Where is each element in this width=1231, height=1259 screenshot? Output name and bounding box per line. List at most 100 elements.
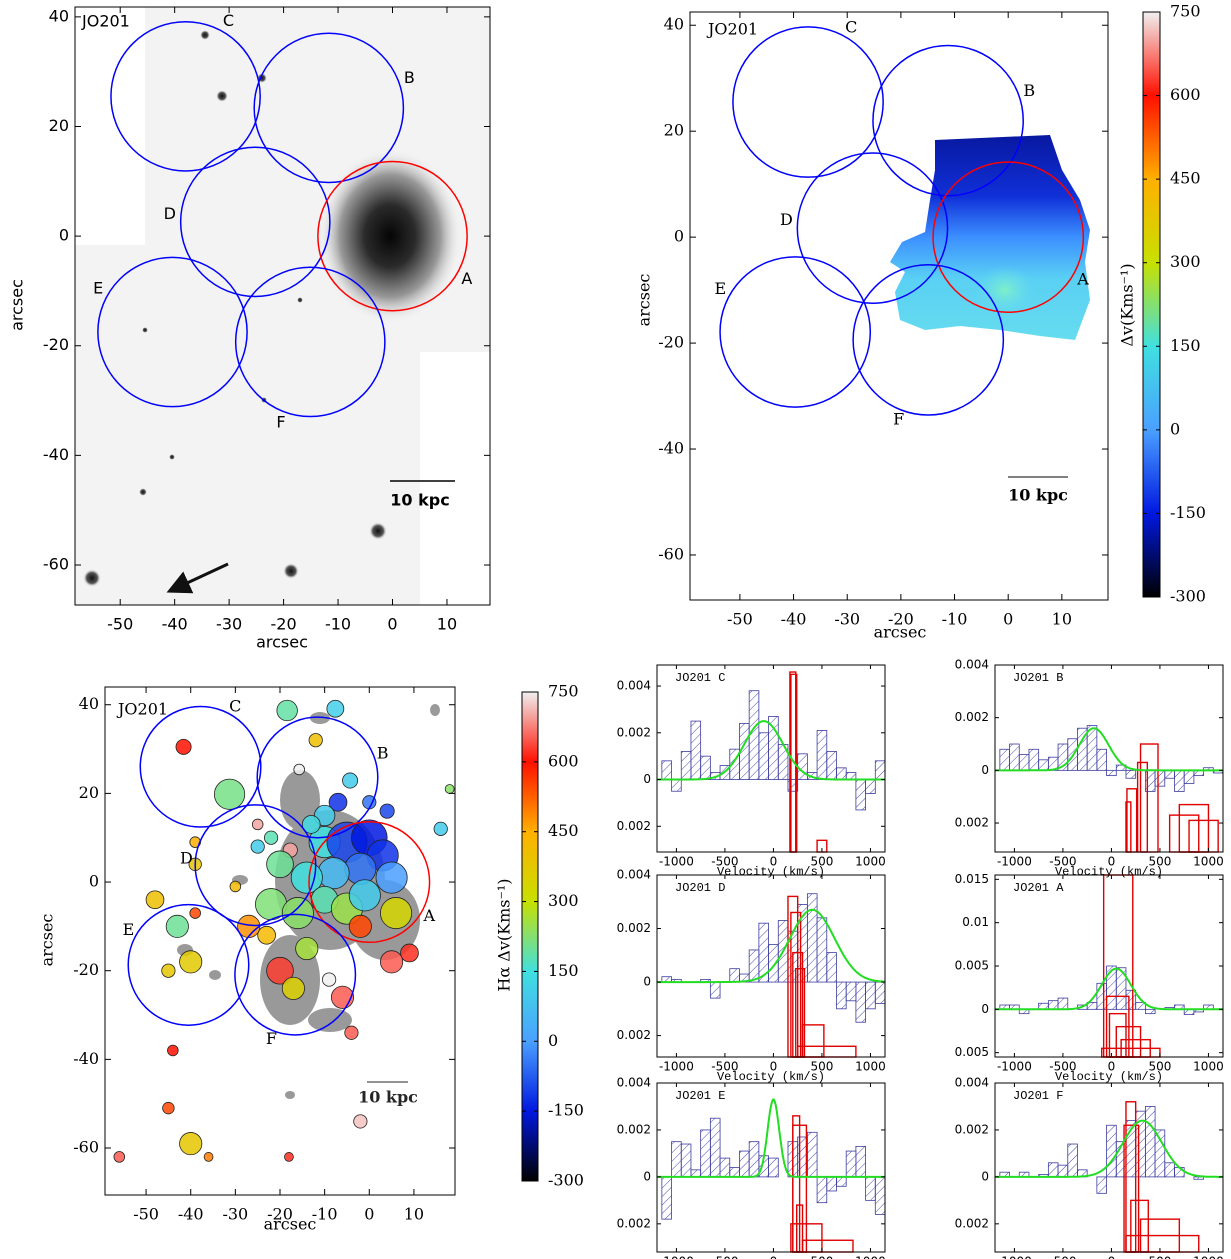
x-tick-label: -20 [888,610,914,629]
y-tick-label: -60 [658,544,684,563]
x-tick-label: -20 [271,615,297,634]
x-tick-label: 10 [437,615,457,634]
histogram-bar [739,1150,750,1178]
colorbar-tick-label: 150 [548,961,579,980]
histogram-bar [768,716,779,780]
histogram-bar [1057,997,1069,1010]
x-tick-label: 500 [810,1060,833,1074]
histogram-bar [845,772,857,780]
y-tick-label: -60 [43,554,69,573]
x-tick-label: 1000 [1193,855,1224,869]
colorbar-tick-label: 450 [548,821,579,840]
bubble [444,784,455,794]
region-circle [234,266,386,418]
histogram-bar [855,779,866,811]
y-tick-label: 0 [643,1169,651,1183]
gaussian-fit [657,908,885,984]
histogram-bar [700,755,711,780]
bubble [266,850,294,879]
x-axis-label: Velocity (km/s) [1055,865,1163,879]
scale-bar-label: 10 kpc [390,491,449,510]
y-tick-label: 0 [59,226,69,245]
bubble [189,907,201,919]
panel-title: JO201 A [1013,881,1064,895]
histogram-bar [1183,769,1195,784]
histogram-bar [1115,967,1127,1010]
x-axis-label: Velocity (km/s) [717,865,825,879]
region-circle [97,256,248,408]
region-velocity-box [796,1045,857,1058]
bubble [400,943,419,963]
gaussian-fit [995,727,1223,772]
emission-patch [285,1091,295,1099]
y-axis-label: arcsec [8,279,27,331]
bubble [113,1151,126,1163]
star [200,30,210,40]
x-tick-label: -1000 [997,1255,1032,1259]
colorbar-tick-label: 750 [1170,2,1201,21]
x-tick-label: -30 [222,1205,248,1224]
histogram-bar [1038,759,1049,771]
y-tick-label: -20 [658,333,684,352]
bubble [263,830,279,845]
region-circle [139,705,262,828]
annotation: JO201 [116,700,168,719]
histogram-bar [836,1176,847,1187]
y-tick-label: -40 [73,1049,99,1068]
histogram-bar [719,1157,731,1178]
bubble [295,936,319,961]
histogram-bar [690,720,702,780]
histogram-bar [826,1176,837,1192]
region-label: D [164,204,176,223]
histogram-bar [787,779,799,792]
bubble [293,763,305,776]
region-velocity-box [1178,803,1210,853]
x-tick-label: 0 [770,855,778,869]
region-velocity-box [801,1024,825,1058]
colorbar [1142,11,1161,598]
region-circle [932,161,1085,314]
y-tick-label: 0 [981,1169,989,1183]
histogram-bar [1096,748,1107,771]
region-label: A [1076,269,1089,288]
region-velocity-box [801,1239,854,1253]
emission-patch [209,970,221,980]
colorbar-tick-label: -150 [1170,503,1206,522]
histogram-bar [816,1176,828,1204]
y-tick-label: 0 [643,975,651,989]
x-tick-label: -10 [325,615,351,634]
x-tick-label: 0 [387,615,397,634]
bubble [326,699,345,718]
region-circle [732,26,884,178]
gaussian-fit [995,967,1223,1011]
colorbar-tick-label: -150 [548,1101,584,1120]
histogram-bar [865,981,876,1010]
bubble [175,738,192,755]
histogram-bar [999,748,1010,771]
histogram-bar [1164,1162,1175,1178]
histogram-bar [874,1176,886,1215]
y-tick-label: 0.002 [617,1216,651,1230]
histogram-bar [855,981,866,1023]
bubble [281,897,314,930]
x-tick-label: 500 [1148,1060,1171,1074]
plot-frame [656,1082,886,1253]
colorbar-tick-label: 750 [548,682,579,701]
bubble [379,803,395,819]
colorbar-label: Hα Δv(Kms⁻¹) [495,878,514,991]
y-tick-label: 0 [643,772,651,786]
y-tick-label: 20 [664,121,684,140]
histogram-bar [729,1167,740,1178]
colorbar-tick-label: 0 [1170,419,1180,438]
region-velocity-box [1188,819,1219,853]
region-label: C [845,18,857,37]
star [83,569,101,587]
x-tick-label: 0 [1003,610,1013,629]
histogram-bar [826,952,837,983]
histogram-bar [836,767,847,780]
region-circle [234,913,357,1036]
histogram-bar [1096,1176,1107,1194]
x-tick-label: 1000 [855,855,886,869]
y-tick-label: 0.015 [955,872,989,886]
x-axis-label: arcsec [256,633,308,652]
